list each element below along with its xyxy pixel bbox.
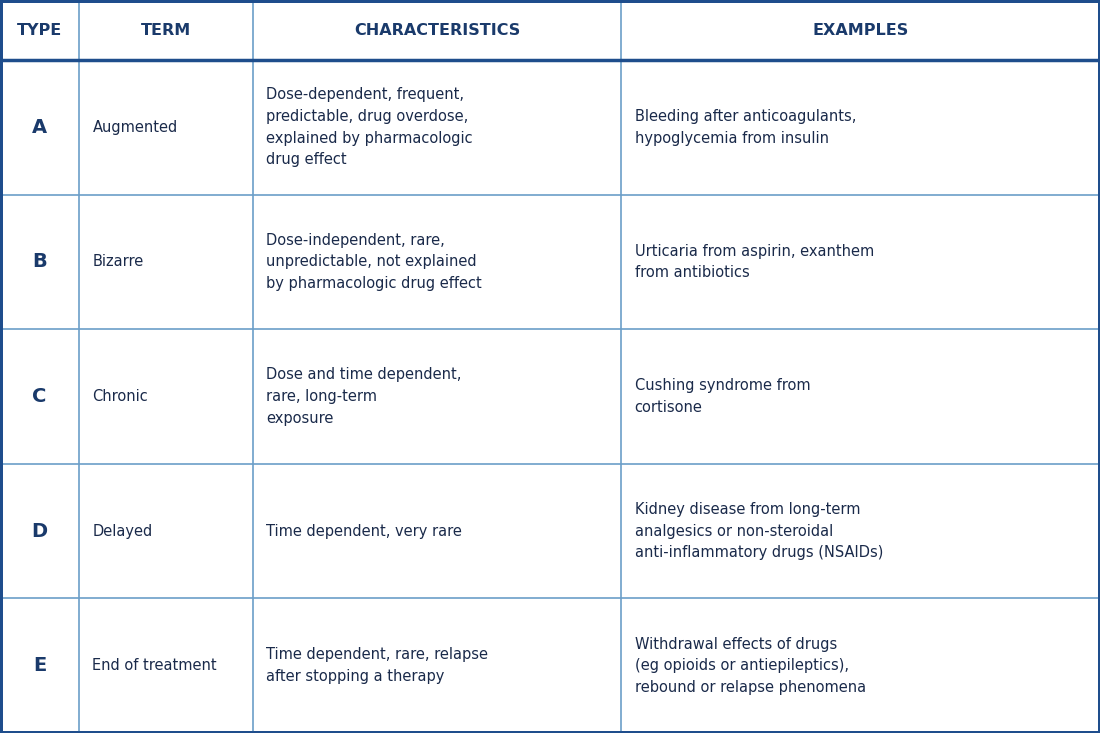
- Text: Augmented: Augmented: [92, 120, 177, 135]
- Text: EXAMPLES: EXAMPLES: [813, 23, 909, 37]
- Text: Bleeding after anticoagulants,
hypoglycemia from insulin: Bleeding after anticoagulants, hypoglyce…: [635, 109, 856, 146]
- Text: Kidney disease from long-term
analgesics or non-steroidal
anti-inflammatory drug: Kidney disease from long-term analgesics…: [635, 502, 883, 560]
- Text: Chronic: Chronic: [92, 389, 148, 404]
- Text: CHARACTERISTICS: CHARACTERISTICS: [354, 23, 520, 37]
- Text: D: D: [32, 522, 47, 541]
- Text: C: C: [32, 387, 47, 406]
- Text: A: A: [32, 118, 47, 137]
- Text: B: B: [32, 252, 47, 271]
- Text: Dose and time dependent,
rare, long-term
exposure: Dose and time dependent, rare, long-term…: [266, 367, 462, 426]
- Text: Cushing syndrome from
cortisone: Cushing syndrome from cortisone: [635, 378, 811, 415]
- Text: Dose-independent, rare,
unpredictable, not explained
by pharmacologic drug effec: Dose-independent, rare, unpredictable, n…: [266, 233, 482, 291]
- Text: Dose-dependent, frequent,
predictable, drug overdose,
explained by pharmacologic: Dose-dependent, frequent, predictable, d…: [266, 87, 473, 167]
- Text: Time dependent, very rare: Time dependent, very rare: [266, 523, 462, 539]
- Text: End of treatment: End of treatment: [92, 658, 217, 673]
- Text: Delayed: Delayed: [92, 523, 153, 539]
- Text: Withdrawal effects of drugs
(eg opioids or antiepileptics),
rebound or relapse p: Withdrawal effects of drugs (eg opioids …: [635, 637, 866, 695]
- Text: Urticaria from aspirin, exanthem
from antibiotics: Urticaria from aspirin, exanthem from an…: [635, 243, 873, 280]
- Text: Time dependent, rare, relapse
after stopping a therapy: Time dependent, rare, relapse after stop…: [266, 647, 488, 684]
- Text: E: E: [33, 656, 46, 675]
- Text: TERM: TERM: [141, 23, 191, 37]
- Text: Bizarre: Bizarre: [92, 254, 144, 270]
- Text: TYPE: TYPE: [16, 23, 63, 37]
